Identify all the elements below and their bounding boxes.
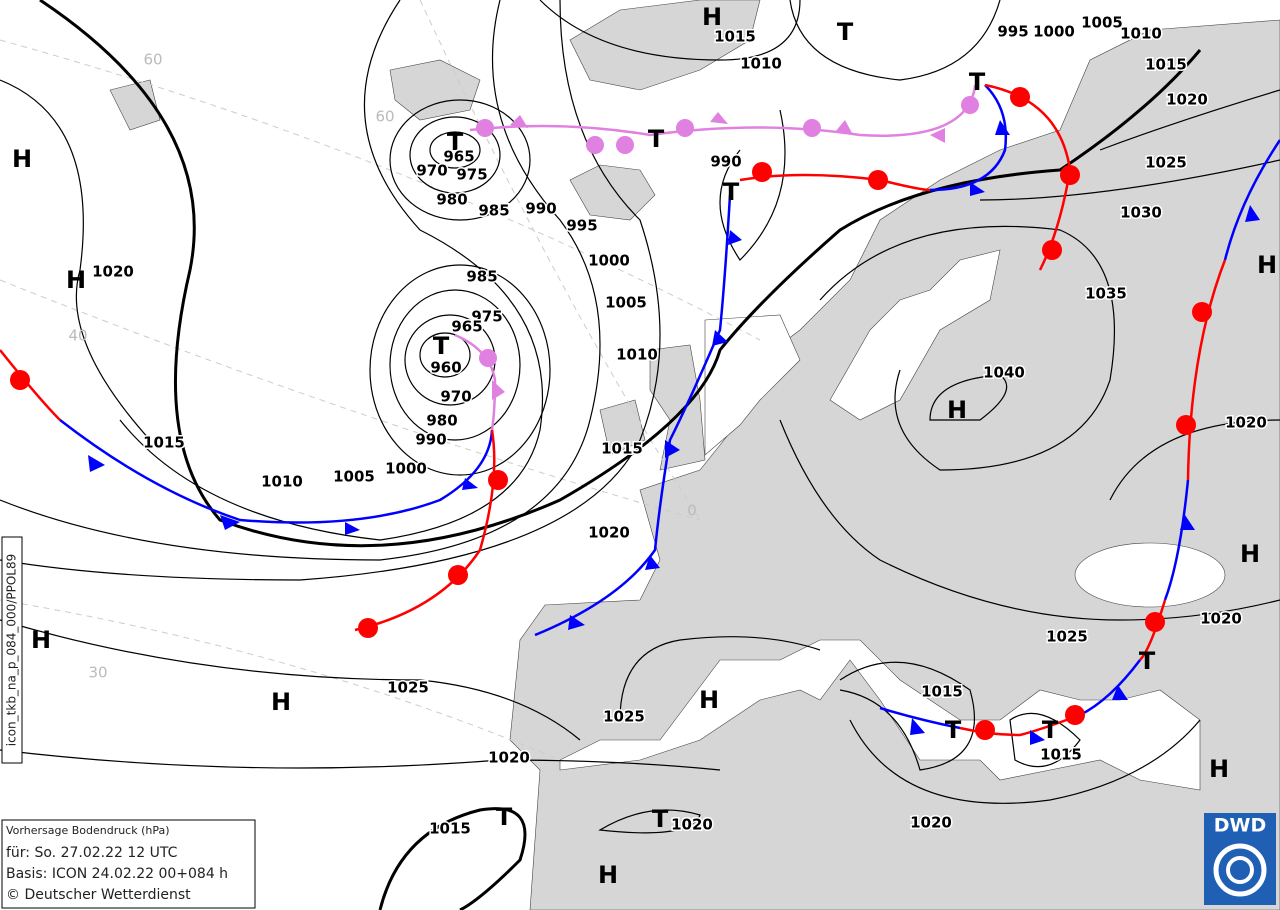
isobar-label: 1000 [385,460,427,478]
isobar-label: 1020 [910,814,952,832]
pressure-system: T [433,332,450,360]
isobar-label: 1010 [261,473,303,491]
isobar-label: 1010 [616,346,658,364]
isobar-label: 995 [566,217,597,235]
pressure-system: H [1257,251,1277,279]
inland-seas [559,249,1226,791]
isobar-label: 985 [466,268,497,286]
isobar-label: 1000 [588,252,630,270]
isobar-label: 1010 [740,55,782,73]
pressure-system: T [945,716,962,744]
info-box [1,819,256,909]
pressure-system: H [1209,755,1229,783]
pressure-system: H [598,861,618,889]
graticule-label: 60 [143,51,162,69]
pressure-system: H [31,626,51,654]
isobar-label: 1005 [333,468,375,486]
logo-text: DWD [1214,815,1267,837]
info-valid: für: So. 27.02.22 12 UTC [6,845,178,861]
pressure-system: T [837,18,854,46]
isobar-label: 990 [525,200,556,218]
isobar-label: 965 [443,148,474,166]
info-copyright: © Deutscher Wetterdienst [6,887,191,903]
isobar-label: 980 [426,412,457,430]
pressure-system: T [652,805,669,833]
pressure-system: T [1042,716,1059,744]
isobar-label: 1005 [605,294,647,312]
product-id: icon_tkb_na_p_084_000/PPOL89 [5,554,19,746]
isobar-label: 1025 [1145,154,1187,172]
isobar-label: 990 [415,431,446,449]
pressure-system: H [66,266,86,294]
isobar-label: 990 [710,153,741,171]
isobar-label: 975 [471,308,502,326]
pressure-system: T [447,128,464,156]
isobar-label: 975 [456,166,487,184]
pressure-system: H [12,145,32,173]
isobar-label: 1015 [921,683,963,701]
isobar-label: 1025 [1046,628,1088,646]
isobar-label: 1010 [1120,25,1162,43]
isobar-label: 970 [440,388,471,406]
pressure-system: H [1240,540,1260,568]
isobar-label: 1015 [429,820,471,838]
graticule [0,0,761,761]
pressure-system: T [648,125,665,153]
graticule-label: 40 [68,327,87,345]
pressure-system: H [699,686,719,714]
isobar-label: 1020 [488,749,530,767]
pressure-system: H [702,3,722,31]
isobar-label: 965 [451,318,482,336]
graticule-label: 60 [375,108,394,126]
isobar-label: 1015 [1040,746,1082,764]
fronts [0,83,1280,745]
isobar-label: 1015 [1145,56,1187,74]
isobar-label: 1020 [1225,414,1267,432]
pressure-system: T [1139,647,1156,675]
graticule-label: 0 [687,502,697,520]
isobar-label: 1020 [671,816,713,834]
info-title: Vorhersage Bodendruck (hPa) [6,824,170,837]
isobar-label: 1020 [92,263,134,281]
isobar-label: 1015 [601,440,643,458]
pressure-system: T [723,178,740,206]
isobar-label: 995 [997,23,1028,41]
isobar-label: 1035 [1085,285,1127,303]
isobar-label: 1000 [1033,23,1075,41]
isobar-label: 1025 [603,708,645,726]
pressure-system: H [271,688,291,716]
isobar-label: 1015 [714,28,756,46]
product-id-box [1,536,23,764]
isobar-label: 970 [416,162,447,180]
info-basis: Basis: ICON 24.02.22 00+084 h [6,866,228,882]
isobar-label: 1040 [983,364,1025,382]
pressure-system: T [969,68,986,96]
isobar-label: 985 [478,202,509,220]
isobar-label: 1015 [143,434,185,452]
dwd-logo: DWD [1204,813,1276,905]
pressure-system: T [496,803,513,831]
isobar-label: 1025 [387,679,429,697]
isobar-label: 1020 [1166,91,1208,109]
isobar-label: 1030 [1120,204,1162,222]
graticule-label: 30 [88,664,107,682]
isobar-label: 1005 [1081,14,1123,32]
isobar-label: 980 [436,191,467,209]
isobar-label: 1020 [1200,610,1242,628]
isobar-label: 960 [430,359,461,377]
pressure-system: H [947,396,967,424]
isobar-label: 1020 [588,524,630,542]
